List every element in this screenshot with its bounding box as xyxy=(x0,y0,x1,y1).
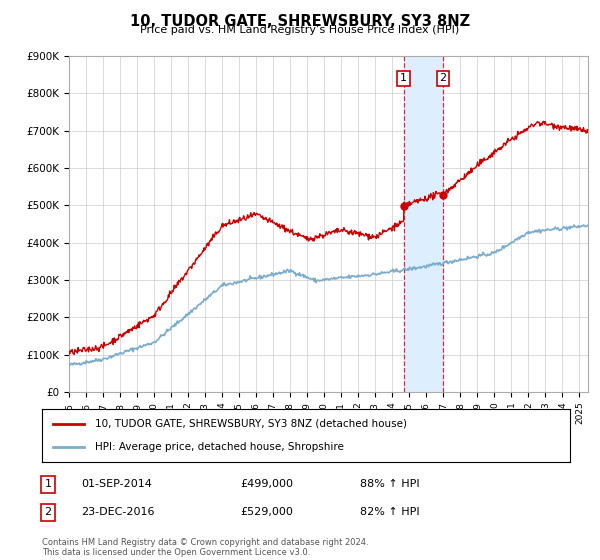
Text: 88% ↑ HPI: 88% ↑ HPI xyxy=(360,479,419,489)
Text: 10, TUDOR GATE, SHREWSBURY, SY3 8NZ: 10, TUDOR GATE, SHREWSBURY, SY3 8NZ xyxy=(130,14,470,29)
Text: 01-SEP-2014: 01-SEP-2014 xyxy=(81,479,152,489)
Text: 1: 1 xyxy=(44,479,52,489)
Text: 2: 2 xyxy=(439,73,446,83)
Text: HPI: Average price, detached house, Shropshire: HPI: Average price, detached house, Shro… xyxy=(95,442,344,452)
Text: 23-DEC-2016: 23-DEC-2016 xyxy=(81,507,155,517)
Text: 82% ↑ HPI: 82% ↑ HPI xyxy=(360,507,419,517)
Text: £529,000: £529,000 xyxy=(240,507,293,517)
Text: 2: 2 xyxy=(44,507,52,517)
Text: Price paid vs. HM Land Registry’s House Price Index (HPI): Price paid vs. HM Land Registry’s House … xyxy=(140,25,460,35)
Text: Contains HM Land Registry data © Crown copyright and database right 2024.
This d: Contains HM Land Registry data © Crown c… xyxy=(42,538,368,557)
Text: 1: 1 xyxy=(400,73,407,83)
Text: £499,000: £499,000 xyxy=(240,479,293,489)
Bar xyxy=(404,56,443,392)
Text: 10, TUDOR GATE, SHREWSBURY, SY3 8NZ (detached house): 10, TUDOR GATE, SHREWSBURY, SY3 8NZ (det… xyxy=(95,419,407,429)
